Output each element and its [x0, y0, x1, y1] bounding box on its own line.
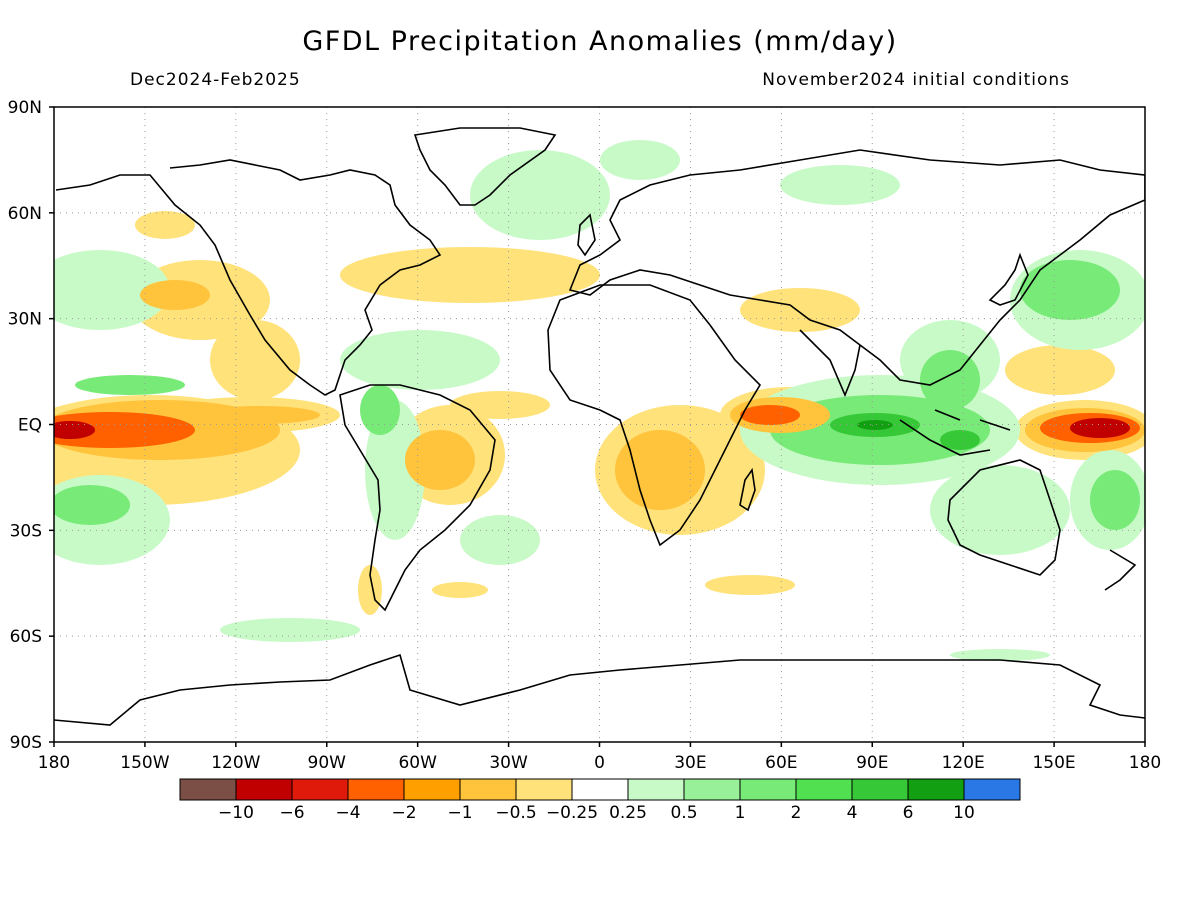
- lon-tick-label: 180: [1129, 753, 1161, 773]
- uk-coast: [577, 213, 596, 257]
- colorbar-swatch: [347, 778, 405, 801]
- colorbar-swatch: [403, 778, 461, 801]
- lon-tick-label: 30W: [489, 753, 528, 773]
- lat-tick-label: 60N: [8, 204, 42, 224]
- lon-tick-label: 0: [594, 753, 605, 773]
- colorbar-label: −0.25: [546, 803, 598, 823]
- colorbar-label: 0.5: [670, 803, 697, 823]
- new-zealand-coast: [1104, 549, 1137, 591]
- lat-tick-label: 30S: [10, 521, 42, 541]
- colorbar-label: −1: [447, 803, 472, 823]
- colorbar-label: 0.25: [609, 803, 647, 823]
- dry-strong-areas: [54, 418, 1130, 439]
- eurasia-coast: [568, 149, 1145, 386]
- lon-tick-label: 150W: [120, 753, 169, 773]
- anomaly-layer: [54, 140, 1145, 661]
- colorbar-label: 1: [735, 803, 746, 823]
- lon-tick-label: 90W: [308, 753, 347, 773]
- colorbar-label: 6: [903, 803, 914, 823]
- colorbar-swatch: [851, 778, 909, 801]
- colorbar-swatch: [963, 778, 1021, 801]
- lon-tick-label: 150E: [1032, 753, 1075, 773]
- south-america-coast: [339, 384, 496, 612]
- colorbar-label: −2: [391, 803, 416, 823]
- japan-coast: [988, 252, 1029, 306]
- lat-tick-label: 30N: [8, 310, 42, 330]
- lat-tick-label: 90N: [8, 98, 42, 118]
- map-title: GFDL Precipitation Anomalies (mm/day): [302, 26, 898, 57]
- coastlines: [54, 127, 1145, 726]
- lon-tick-label: 90E: [856, 753, 888, 773]
- colorbar-swatch: [291, 778, 349, 801]
- colorbar-swatch: [235, 778, 293, 801]
- colorbar-label: 2: [791, 803, 802, 823]
- lon-tick-label: 60W: [398, 753, 437, 773]
- africa-coast: [547, 284, 762, 547]
- greenland-coast: [413, 127, 557, 206]
- latitude-labels: 90N 60N 30N EQ 30S 60S 90S: [8, 98, 42, 753]
- wet-strong-areas: [857, 420, 893, 430]
- lon-tick-label: 120E: [942, 753, 985, 773]
- indonesia-coast: [899, 409, 1011, 456]
- lat-tick-label: EQ: [18, 416, 42, 436]
- colorbar-swatch: [795, 778, 853, 801]
- initial-conditions: November2024 initial conditions: [762, 70, 1070, 90]
- colorbar-label: −4: [335, 803, 360, 823]
- colorbar-label: −6: [279, 803, 304, 823]
- forecast-period: Dec2024-Feb2025: [130, 70, 301, 90]
- lon-tick-label: 60E: [765, 753, 797, 773]
- lat-tick-label: 90S: [10, 733, 42, 753]
- colorbar-label: 4: [847, 803, 858, 823]
- lon-tick-label: 120W: [211, 753, 260, 773]
- colorbar-swatch: [459, 778, 517, 801]
- colorbar-swatch: [179, 778, 237, 801]
- colorbar-swatch: [907, 778, 965, 801]
- axis-ticks: [49, 106, 1146, 747]
- colorbar-label: 10: [953, 803, 975, 823]
- lat-tick-label: 60S: [10, 627, 42, 647]
- north-america-coast: [55, 159, 442, 396]
- colorbar-swatch: [515, 778, 573, 801]
- madagascar-coast: [739, 467, 756, 512]
- colorbar-swatch: [571, 778, 629, 801]
- colorbar: −10 −6 −4 −2 −1 −0.5 −0.25 0.25 0.5 1 2 4 6 10: [179, 778, 1021, 823]
- longitude-labels: 180 150W 120W 90W 60W 30W 0 30E 60E 90E 120E 150E 18…: [38, 753, 1161, 773]
- colorbar-label: −10: [218, 803, 254, 823]
- australia-coast: [947, 459, 1061, 576]
- lon-tick-label: 180: [38, 753, 70, 773]
- colorbar-swatch: [739, 778, 797, 801]
- colorbar-swatch: [683, 778, 741, 801]
- india-coast: [799, 329, 861, 398]
- colorbar-label: −0.5: [495, 803, 536, 823]
- antarctica-coast: [54, 653, 1145, 726]
- colorbar-swatch: [627, 778, 685, 801]
- lon-tick-label: 30E: [674, 753, 706, 773]
